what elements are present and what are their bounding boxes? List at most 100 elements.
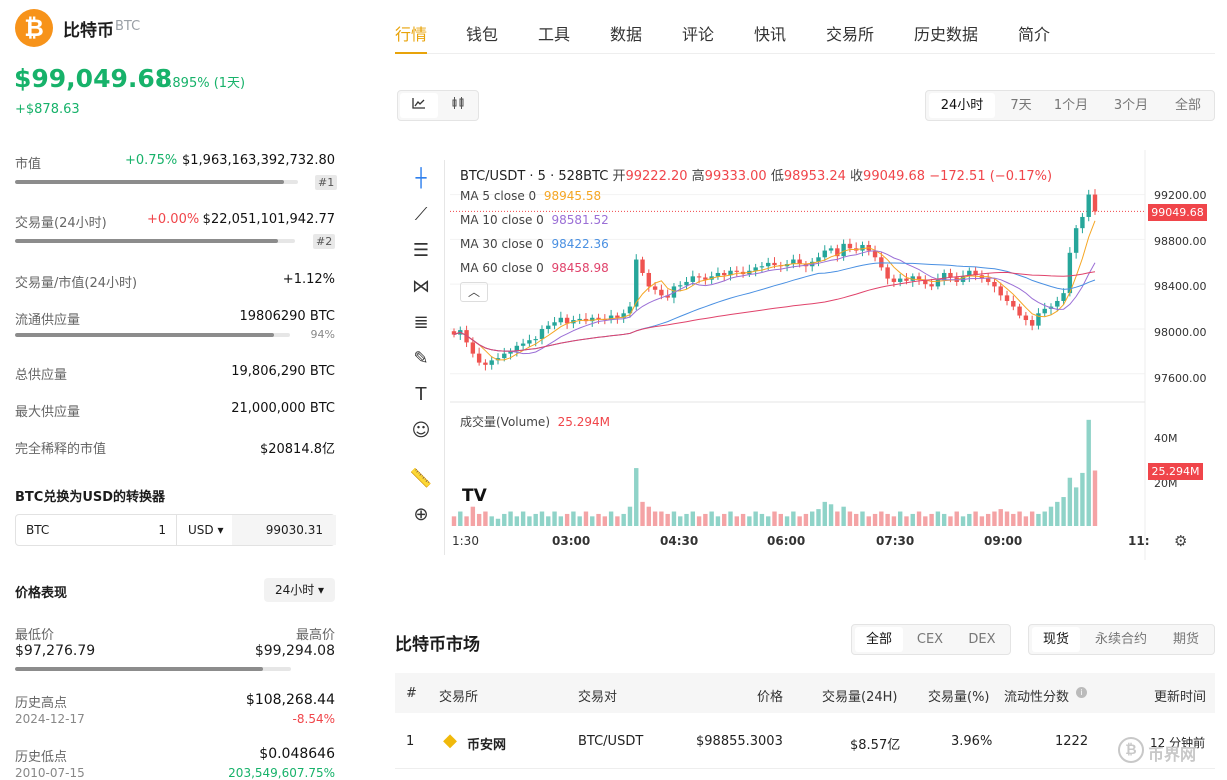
candle-body [1017,306,1022,316]
tab-exchanges[interactable]: 交易所 [826,25,875,44]
volume-change: +0.00% [147,212,200,227]
volume-bar [602,516,608,526]
candle-body [941,272,947,280]
chart-type-toggle [397,90,479,121]
volume-bar [495,518,501,526]
volume-bar [835,511,840,526]
market-cap-value: $1,963,163,392,732.80 [182,153,335,168]
tab-market[interactable]: 行情 [395,25,428,44]
high-value: 99333.00 [704,169,767,184]
range-24h[interactable]: 24小时 [929,93,995,118]
candle-body [514,345,520,352]
filter-all[interactable]: 全部 [855,627,903,652]
tab-data[interactable]: 数据 [610,25,643,44]
pattern-icon[interactable]: ⋈ [412,276,430,297]
candle-body [860,244,865,251]
candle-body [847,243,853,249]
range-all[interactable]: 全部 [1174,98,1201,113]
candlestick-icon[interactable] [440,93,476,118]
table-row[interactable] [395,713,1215,769]
converter-amount-input[interactable]: 1 [158,523,166,537]
line-chart-icon[interactable] [400,93,438,118]
volume-bar [728,511,733,526]
volume-bar [1023,516,1029,526]
filter-cex[interactable]: CEX [916,632,944,647]
type-spot[interactable]: 现货 [1032,627,1080,652]
active-tab-indicator [395,52,427,54]
row-pair[interactable]: BTC/USDT [578,734,644,749]
tab-comments[interactable]: 评论 [682,25,715,44]
filter-dex[interactable]: DEX [968,632,996,647]
range-3m[interactable]: 3个月 [1113,98,1149,113]
ma60-legend: MA 60 close 0 98458.98 [460,261,609,275]
volume-value: $22,051,101,942.77 [202,212,335,227]
candle-body [948,272,953,278]
candle-body [841,243,846,257]
candle-body [929,284,934,287]
collapse-legend-chevron-up-icon[interactable]: ︿ [460,282,488,302]
ma5-value: 98945.58 [543,189,602,203]
brush-icon[interactable]: ✎ [413,348,429,369]
candle-body [916,276,922,280]
performance-period-select[interactable]: 24小时 ▾ [264,578,335,602]
candle-body [502,353,507,359]
volume-bar [1061,497,1066,526]
range-7d[interactable]: 7天 [1010,98,1032,113]
tab-tools[interactable]: 工具 [538,25,571,44]
candle-body [734,270,739,272]
low-label: 最低价 [15,628,55,643]
volume-bar [935,511,941,526]
crosshair-icon[interactable]: ┼ [415,168,427,189]
volume-tick: 20M [1154,477,1178,490]
range-1m[interactable]: 1个月 [1053,98,1089,113]
fib-retracement-icon[interactable]: ≣ [413,312,429,333]
volume-bar [558,516,564,526]
volume-tick: 40M [1154,432,1178,445]
candle-body [1023,315,1029,321]
volume-bar [15,239,295,243]
chart-settings-gear-icon[interactable]: ⚙ [1174,532,1188,550]
volume-bar [451,516,457,526]
price-chart[interactable] [450,150,1220,560]
last-volume-tag: 25.294M [1148,463,1203,480]
volume-bar [489,516,494,526]
total-supply-value: 19,806,290 BTC [231,364,335,379]
col-pair: 交易对 [578,690,618,705]
tab-intro[interactable]: 简介 [1018,25,1051,44]
candle-body [967,270,972,277]
candle-body [891,278,897,282]
ath-date: 2024-12-17 [15,712,85,726]
candle-body [753,267,758,271]
volume-bar [502,513,507,526]
tab-wallet[interactable]: 钱包 [466,25,499,44]
row-exchange[interactable]: 币安网 [467,738,507,753]
emoji-icon[interactable]: ☺ [411,420,431,441]
atl-pct: 203,549,607.75% [228,766,335,780]
open-value: 99222.20 [625,169,688,184]
x-tick: 03:00 [552,534,591,548]
binance-logo-icon: ◆ [443,730,457,751]
candle-body [1042,308,1047,314]
zoom-in-icon[interactable]: ⊕ [413,504,429,525]
col-liquidity[interactable]: 流动性分数 [1004,690,1070,705]
candle-body [759,266,765,268]
tab-history[interactable]: 历史数据 [914,25,979,44]
candle-body [646,272,652,287]
row-volume-pct: 3.96% [951,734,993,749]
tab-news[interactable]: 快讯 [754,25,787,44]
info-icon[interactable]: i [1076,687,1087,698]
x-tick: 09:00 [984,534,1023,548]
type-perpetual[interactable]: 永续合约 [1094,632,1147,647]
text-tool-icon[interactable]: T [415,384,427,405]
volume-bar [1017,511,1022,526]
ruler-icon[interactable]: 📏 [409,468,433,489]
horizontal-lines-icon[interactable]: ☰ [412,240,430,261]
type-futures[interactable]: 期货 [1172,632,1199,647]
trendline-icon[interactable]: ⟋ [414,204,428,225]
converter-to-currency-select[interactable]: USD ▾ [188,523,224,537]
volume-bar [866,516,871,526]
volume-name: 成交量(Volume) [460,415,550,429]
ma30-line [453,262,1096,352]
current-price: $99,049.68 [14,64,173,93]
volume-bar [1036,513,1041,526]
